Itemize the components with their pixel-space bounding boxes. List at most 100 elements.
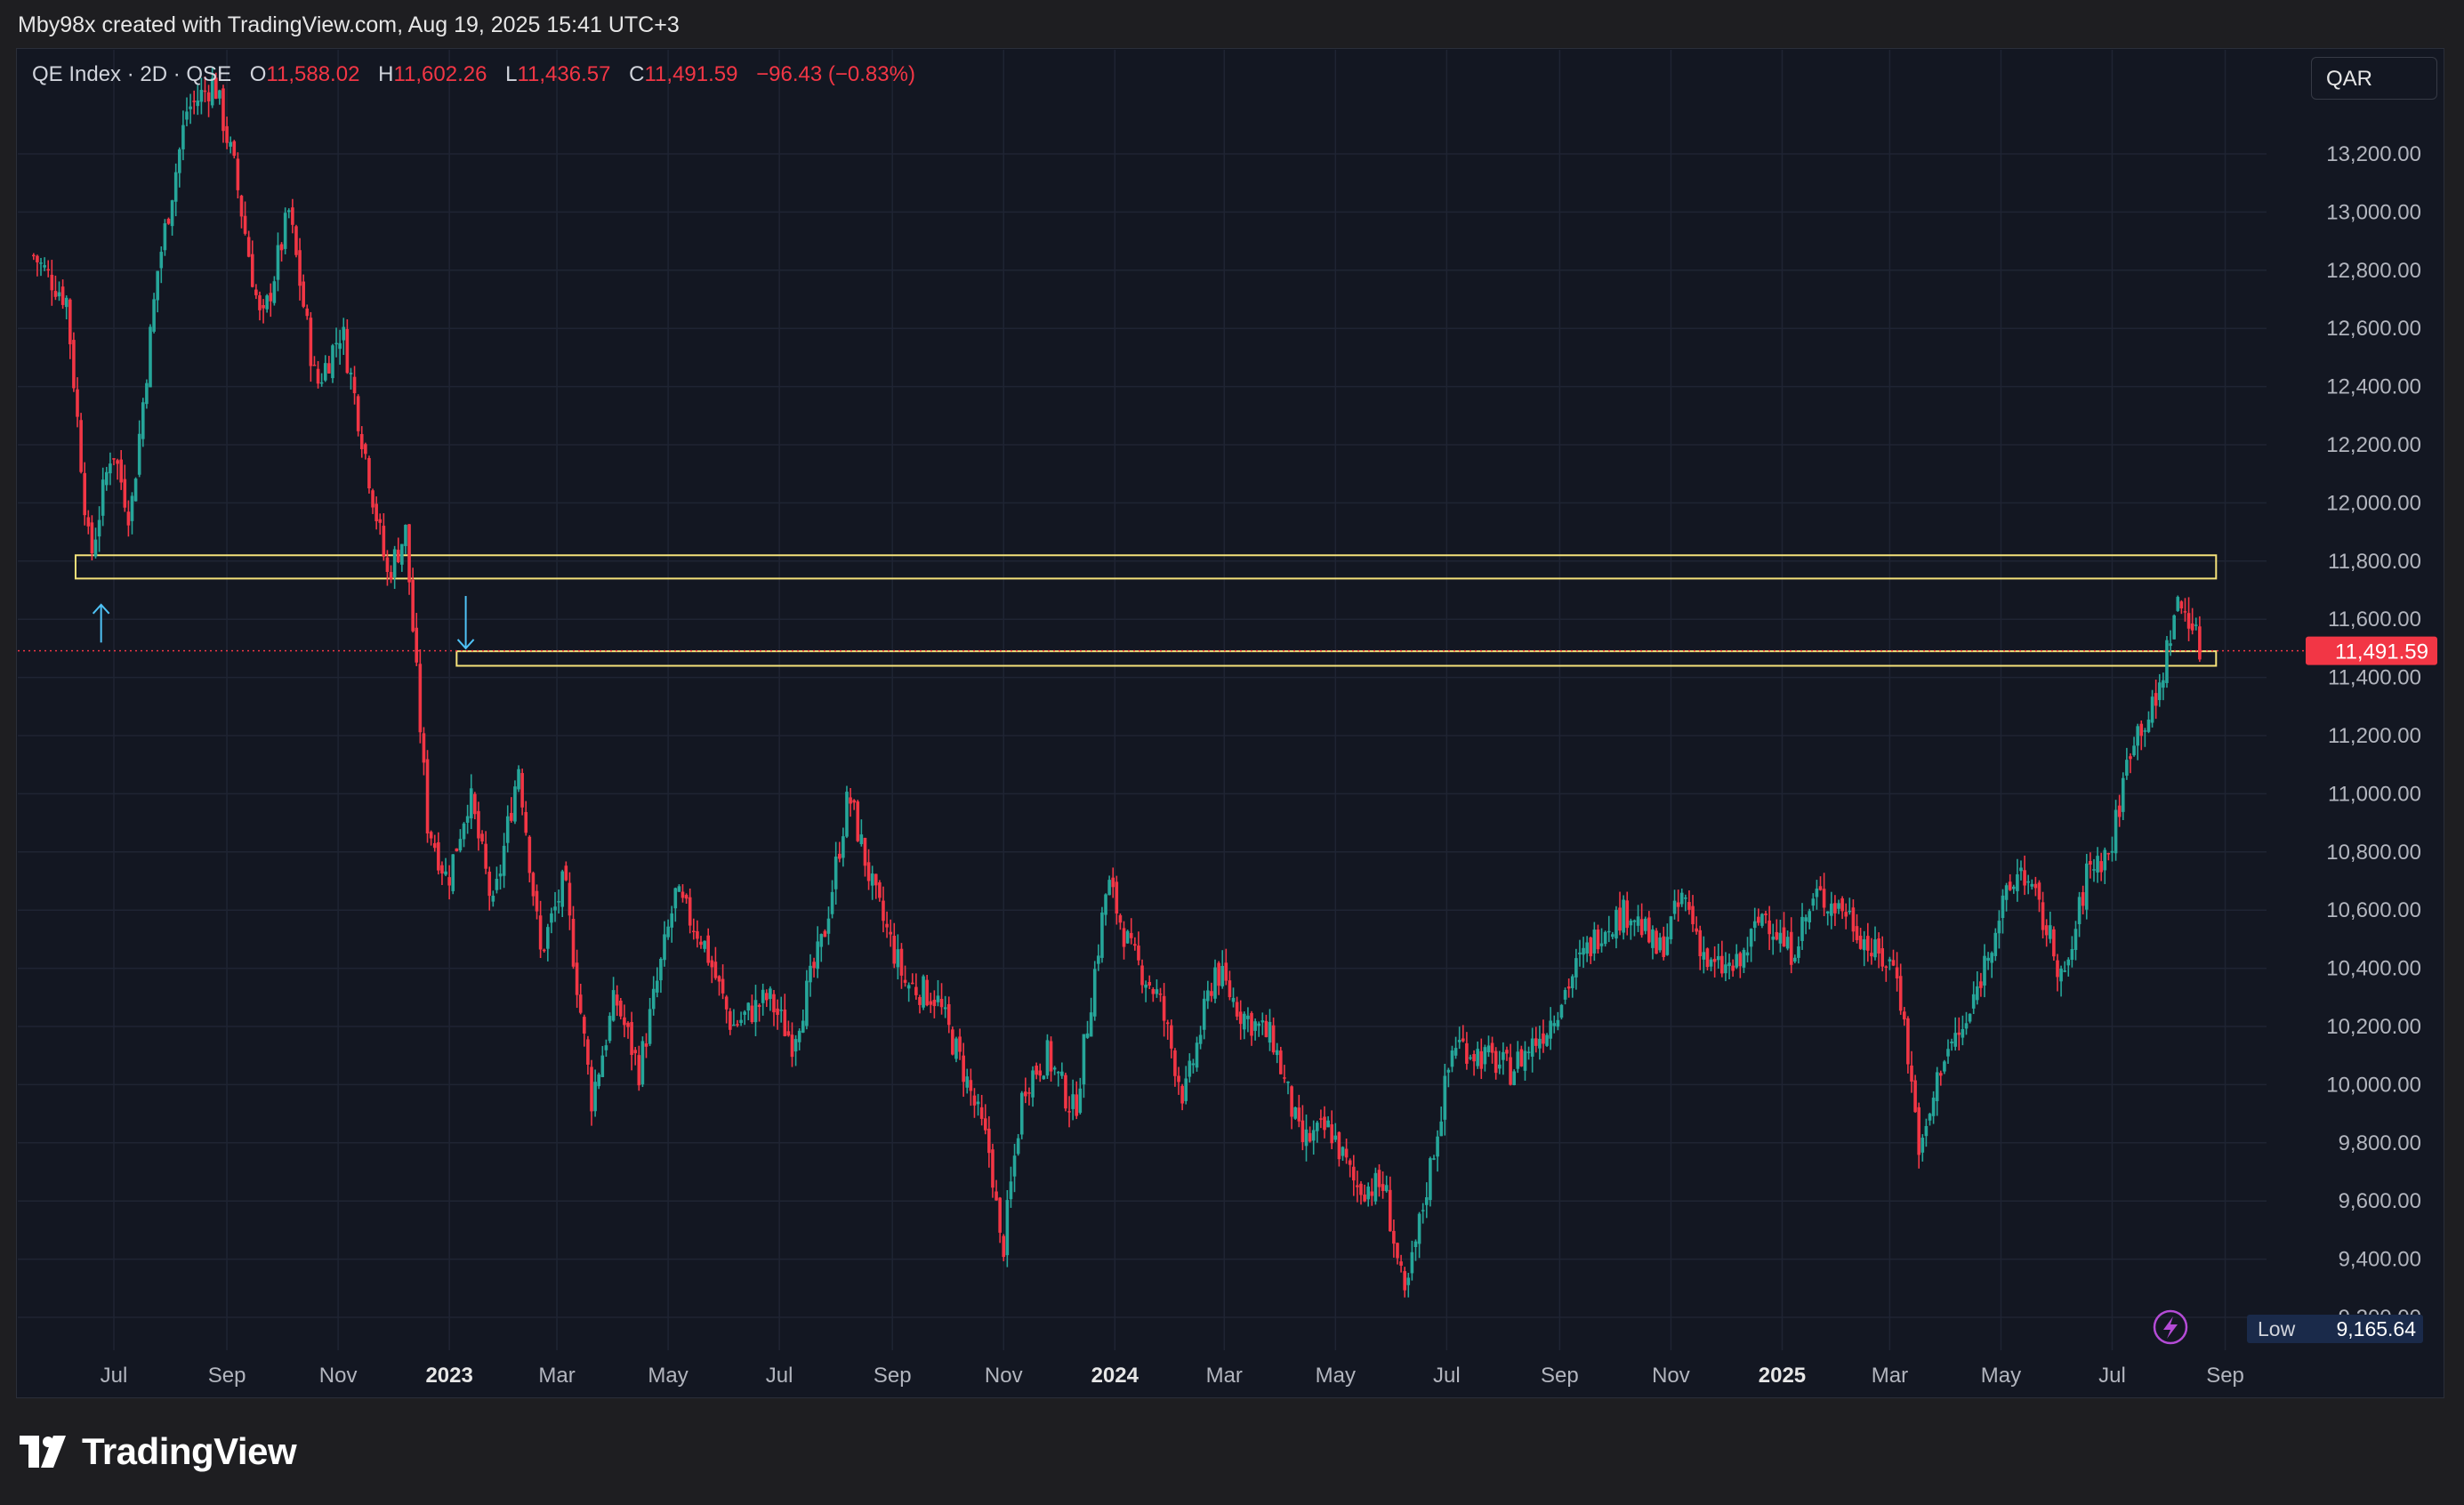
candle bbox=[1764, 910, 1767, 924]
candle bbox=[250, 240, 254, 288]
low-value: 11,436.57 bbox=[517, 62, 611, 86]
candle bbox=[932, 990, 937, 1018]
candle bbox=[334, 327, 338, 358]
candle bbox=[837, 841, 841, 863]
candle bbox=[1213, 959, 1217, 1003]
close-value: 11,491.59 bbox=[644, 62, 738, 86]
candle bbox=[465, 804, 470, 834]
candle bbox=[294, 224, 298, 258]
candle bbox=[885, 911, 889, 938]
candle bbox=[1735, 944, 1739, 970]
candle bbox=[1140, 959, 1144, 994]
candle bbox=[101, 467, 105, 527]
candle bbox=[1695, 916, 1698, 935]
candle bbox=[571, 905, 576, 970]
candle bbox=[1453, 1036, 1458, 1059]
candle bbox=[1366, 1182, 1370, 1207]
candle bbox=[425, 750, 430, 843]
candle bbox=[1538, 1026, 1542, 1060]
y-tick-label: 11,000.00 bbox=[2328, 782, 2421, 806]
candle bbox=[1632, 919, 1637, 937]
candle bbox=[600, 1045, 605, 1078]
candle bbox=[1957, 1017, 1961, 1050]
candle bbox=[1078, 1077, 1083, 1115]
candle bbox=[724, 994, 729, 1024]
candle bbox=[1158, 987, 1163, 1002]
candle bbox=[531, 871, 535, 906]
candle bbox=[149, 324, 152, 388]
candle bbox=[713, 946, 718, 980]
candle bbox=[349, 367, 353, 390]
candle bbox=[1388, 1176, 1392, 1232]
candle bbox=[2190, 608, 2194, 635]
candle bbox=[1961, 1015, 1965, 1046]
close-label: C bbox=[629, 62, 645, 86]
candle bbox=[378, 513, 382, 535]
candle bbox=[1727, 954, 1731, 979]
candle bbox=[243, 201, 247, 236]
candle bbox=[1479, 1038, 1484, 1080]
candle bbox=[951, 1026, 954, 1056]
tradingview-logo[interactable]: TradingView bbox=[20, 1430, 297, 1473]
symbol-name[interactable]: QE Index · 2D · QSE bbox=[32, 62, 232, 86]
candle bbox=[856, 800, 860, 842]
candle bbox=[1424, 1182, 1429, 1219]
candle bbox=[1676, 889, 1680, 922]
candle bbox=[1797, 936, 1800, 964]
candle bbox=[2110, 836, 2114, 862]
symbol-legend[interactable]: QE Index · 2D · QSE O11,588.02 H11,602.2… bbox=[32, 62, 915, 87]
candle bbox=[878, 880, 882, 902]
candle bbox=[1606, 915, 1611, 943]
candle bbox=[1552, 1015, 1557, 1034]
candle bbox=[451, 854, 455, 895]
candle bbox=[367, 455, 371, 494]
brand-name: TradingView bbox=[82, 1430, 297, 1472]
candle bbox=[1596, 924, 1600, 954]
candle bbox=[1983, 944, 1986, 998]
candle bbox=[866, 849, 871, 890]
footer bbox=[0, 1398, 2464, 1505]
candle bbox=[2157, 673, 2162, 707]
horizontal-zones bbox=[74, 554, 2218, 667]
candle bbox=[615, 985, 619, 1017]
y-tick-label: 11,200.00 bbox=[2328, 724, 2421, 748]
candle bbox=[1297, 1094, 1301, 1128]
candle bbox=[1662, 926, 1666, 961]
candle bbox=[578, 984, 583, 1015]
candle bbox=[133, 477, 138, 502]
candle bbox=[1519, 1045, 1524, 1067]
candle bbox=[404, 524, 407, 554]
candle bbox=[535, 884, 539, 920]
candle bbox=[1804, 914, 1808, 935]
candle bbox=[319, 373, 324, 387]
candle bbox=[213, 72, 218, 100]
candle bbox=[2125, 747, 2129, 780]
candle bbox=[1752, 907, 1757, 942]
candle bbox=[673, 887, 678, 922]
candle bbox=[1636, 905, 1640, 932]
price-chart[interactable]: 13,200.00 13,000.00 12,800.00 12,600.00 12,4… bbox=[0, 0, 2464, 1398]
candle bbox=[793, 1034, 798, 1066]
candle bbox=[611, 977, 616, 1022]
candle bbox=[1399, 1254, 1403, 1273]
y-tick-label: 11,400.00 bbox=[2328, 666, 2421, 690]
candle bbox=[50, 260, 54, 306]
x-tick-label: Mar bbox=[1206, 1364, 1243, 1388]
candle bbox=[1858, 928, 1863, 950]
candle bbox=[181, 110, 185, 161]
candle bbox=[1873, 926, 1877, 961]
candle bbox=[564, 861, 568, 881]
candle bbox=[1724, 952, 1727, 982]
candle bbox=[1002, 1234, 1006, 1261]
candle bbox=[2179, 600, 2184, 615]
candle bbox=[1286, 1081, 1290, 1095]
candle bbox=[833, 841, 838, 905]
candle bbox=[196, 85, 200, 116]
currency-button[interactable]: QAR bbox=[2311, 57, 2437, 100]
candle bbox=[1122, 921, 1126, 960]
candle bbox=[309, 311, 313, 382]
candle bbox=[1651, 925, 1655, 960]
high-value: 11,602.26 bbox=[393, 62, 487, 86]
chart-credit: Mby98x created with TradingView.com, Aug… bbox=[18, 12, 680, 37]
candle bbox=[1888, 956, 1892, 970]
